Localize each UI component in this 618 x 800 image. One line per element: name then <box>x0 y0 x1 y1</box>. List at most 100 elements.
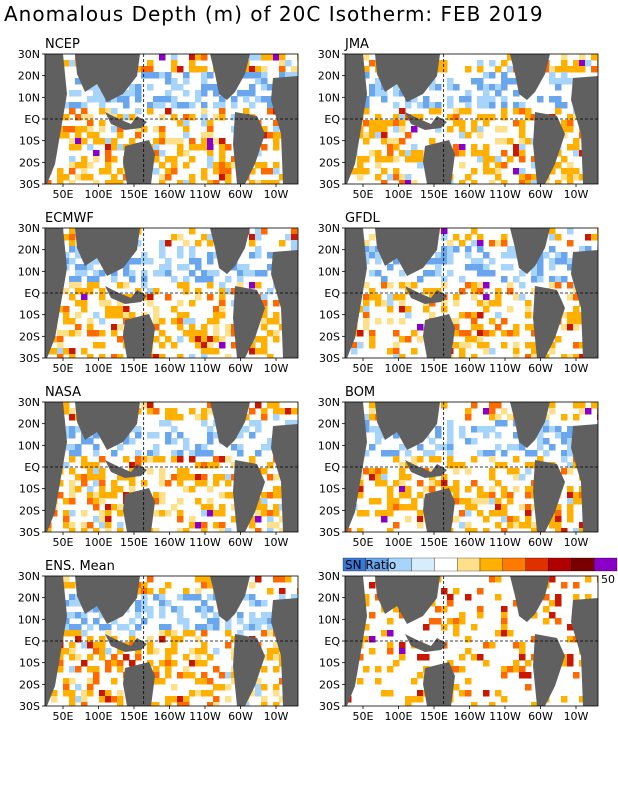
lat-tick-label: 20N <box>318 592 340 605</box>
lon-tick-label: 60W <box>228 710 253 723</box>
lat-tick-label: 30S <box>319 178 340 191</box>
lat-tick-label: 10S <box>319 483 340 496</box>
lat-tick-label: EQ <box>24 113 40 126</box>
lon-tick-label: 110W <box>189 188 221 201</box>
panel-label: ECMWF <box>45 211 94 226</box>
lon-tick-label: 110W <box>189 362 221 375</box>
anomaly-field <box>45 576 298 706</box>
lat-tick-label: 10S <box>19 657 40 670</box>
lon-tick-label: 150E <box>420 362 448 375</box>
lat-tick-label: 10N <box>18 265 40 278</box>
lat-tick-label: EQ <box>24 287 40 300</box>
lat-tick-label: 10S <box>319 135 340 148</box>
map-svg: SN Ratio 30N 20N 10N EQ 10S 20S 30S 50E 100E 150E 1… <box>318 557 618 723</box>
lat-tick-label: 30N <box>18 48 40 61</box>
lat-tick-label: 30S <box>19 352 40 365</box>
anomaly-field <box>345 576 598 706</box>
panel-label: NCEP <box>45 37 80 52</box>
panel-label: ENS. Mean <box>45 559 115 574</box>
lat-tick-label: 30N <box>318 396 340 409</box>
legend-swatch <box>434 557 458 572</box>
anomaly-field <box>345 402 598 532</box>
map-svg: JMA 30N 20N 10N EQ 10S 20S 30S 50E 100E 150E 160W 11… <box>318 37 599 201</box>
lon-tick-label: 10W <box>564 188 589 201</box>
lat-tick-label: 30S <box>319 352 340 365</box>
panel-label: NASA <box>45 385 81 400</box>
lon-tick-label: 150E <box>420 710 448 723</box>
lat-tick-label: 30N <box>18 570 40 583</box>
lat-tick-label: 30N <box>18 396 40 409</box>
lat-tick-label: 20N <box>18 70 40 83</box>
lat-tick-label: 20S <box>19 330 40 343</box>
anomaly-field <box>45 228 298 358</box>
lat-tick-label: 30S <box>19 526 40 539</box>
lat-tick-label: 10N <box>18 613 40 626</box>
lon-tick-label: 150E <box>120 188 148 201</box>
map-panel-gfdl: GFDL 30N 20N 10N EQ 10S 20S 30S 50E 100E 150E 160W 1… <box>300 208 618 378</box>
anomaly-field <box>345 54 598 184</box>
legend-max-label: 50 <box>601 573 615 586</box>
lon-tick-label: 10W <box>264 188 289 201</box>
lon-tick-label: 10W <box>564 710 589 723</box>
lon-tick-label: 50E <box>353 188 374 201</box>
lat-tick-label: 20N <box>18 418 40 431</box>
lon-tick-label: 10W <box>264 536 289 549</box>
lon-tick-label: 110W <box>489 710 521 723</box>
lat-tick-label: 30N <box>318 48 340 61</box>
lon-tick-label: 150E <box>120 710 148 723</box>
map-svg: ECMWF 30N 20N 10N EQ 10S 20S 30S 50E 100E 150E 160W… <box>18 211 299 375</box>
anomaly-field <box>45 402 298 532</box>
lon-tick-label: 150E <box>420 536 448 549</box>
lat-tick-label: 10S <box>319 309 340 322</box>
lat-tick-label: 10S <box>319 657 340 670</box>
lat-tick-label: 10S <box>19 135 40 148</box>
lon-tick-label: 100E <box>85 362 113 375</box>
lon-tick-label: 160W <box>154 188 186 201</box>
lat-tick-label: 20S <box>19 156 40 169</box>
lat-tick-label: 20N <box>18 244 40 257</box>
lat-tick-label: 20S <box>19 678 40 691</box>
lon-tick-label: 50E <box>53 362 74 375</box>
lon-tick-label: 60W <box>528 536 553 549</box>
map-panel-ncep: NCEP 30N 20N 10N EQ 10S 20S 30S 50E 100E 150E 160W 1… <box>0 34 300 204</box>
lat-tick-label: 20N <box>18 592 40 605</box>
lat-tick-label: 30S <box>319 526 340 539</box>
lon-tick-label: 150E <box>420 188 448 201</box>
lon-tick-label: 110W <box>489 536 521 549</box>
lat-tick-label: EQ <box>324 635 340 648</box>
lon-tick-label: 100E <box>85 188 113 201</box>
lon-tick-label: 60W <box>228 536 253 549</box>
anomaly-field <box>345 228 598 358</box>
lat-tick-label: 30N <box>318 570 340 583</box>
lon-tick-label: 60W <box>528 362 553 375</box>
lat-tick-label: EQ <box>324 113 340 126</box>
lat-tick-label: 20S <box>319 678 340 691</box>
lat-tick-label: 20S <box>319 504 340 517</box>
lon-tick-label: 110W <box>489 188 521 201</box>
lon-tick-label: 10W <box>264 710 289 723</box>
lat-tick-label: 20S <box>319 330 340 343</box>
lon-tick-label: 110W <box>189 710 221 723</box>
lon-tick-label: 60W <box>528 710 553 723</box>
lat-tick-label: 10N <box>318 613 340 626</box>
panel-label: GFDL <box>345 211 381 226</box>
legend-swatch <box>548 557 572 572</box>
map-panel-ecmwf: ECMWF 30N 20N 10N EQ 10S 20S 30S 50E 100E 150E 160W… <box>0 208 300 378</box>
lat-tick-label: 20N <box>318 244 340 257</box>
lat-tick-label: 30N <box>318 222 340 235</box>
lon-tick-label: 50E <box>353 362 374 375</box>
lat-tick-label: 10N <box>318 439 340 452</box>
lat-tick-label: 10S <box>19 483 40 496</box>
lon-tick-label: 160W <box>454 710 486 723</box>
lon-tick-label: 50E <box>353 536 374 549</box>
lon-tick-label: 60W <box>228 362 253 375</box>
lon-tick-label: 50E <box>353 710 374 723</box>
lon-tick-label: 150E <box>120 536 148 549</box>
lat-tick-label: 20S <box>19 504 40 517</box>
map-panel-nasa: NASA 30N 20N 10N EQ 10S 20S 30S 50E 100E 150E 160W 1… <box>0 382 300 552</box>
lat-tick-label: 30N <box>18 222 40 235</box>
lon-tick-label: 160W <box>154 536 186 549</box>
lat-tick-label: EQ <box>24 635 40 648</box>
lat-tick-label: 10S <box>19 309 40 322</box>
